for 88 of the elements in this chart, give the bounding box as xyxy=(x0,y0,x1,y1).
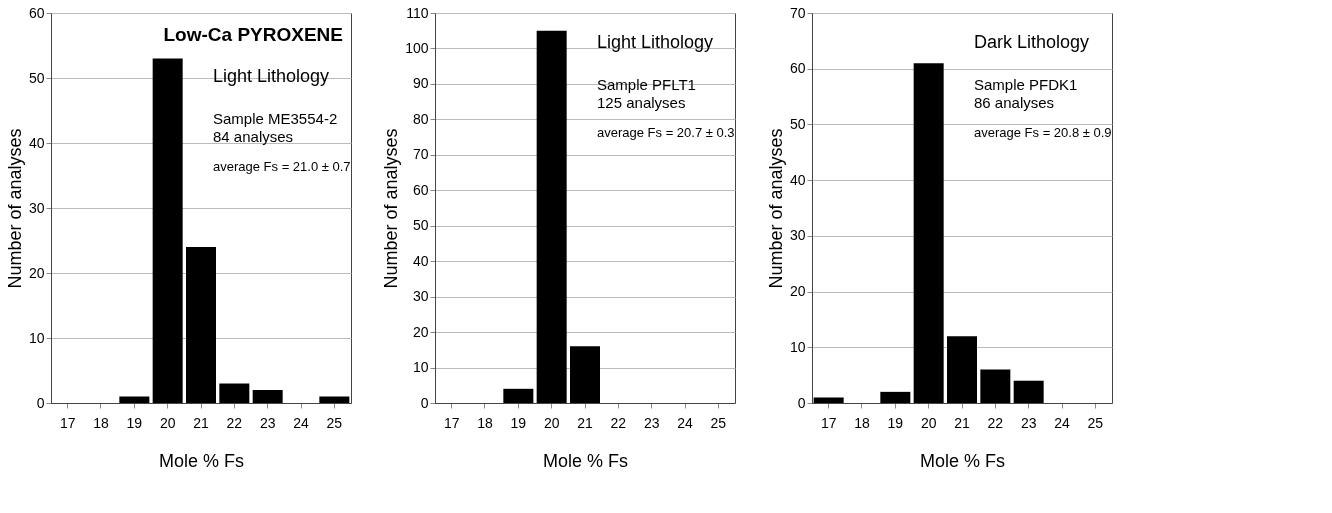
annotation: average Fs = 21.0 ± 0.7 xyxy=(213,159,351,174)
x-axis-title: Mole % Fs xyxy=(919,450,1006,471)
y-tick-label: 30 xyxy=(412,288,429,305)
x-axis-title: Mole % Fs xyxy=(542,450,629,471)
annotation: Light Lithology xyxy=(213,66,330,86)
x-tick-label: 18 xyxy=(854,414,870,431)
x-tick-label: 24 xyxy=(293,414,309,431)
y-tick-label: 0 xyxy=(420,394,429,411)
bar xyxy=(570,346,600,403)
annotation: average Fs = 20.7 ± 0.3 xyxy=(597,125,735,140)
bar xyxy=(536,30,567,403)
x-tick-label: 17 xyxy=(59,414,76,431)
x-tick-label: 23 xyxy=(259,414,276,431)
x-tick-label: 25 xyxy=(710,414,727,431)
y-tick-label: 80 xyxy=(412,110,429,127)
y-tick-label: 20 xyxy=(28,264,45,281)
x-tick-label: 20 xyxy=(543,414,560,431)
bar xyxy=(252,390,283,403)
y-tick-label: 50 xyxy=(28,69,45,86)
y-tick-label: 0 xyxy=(36,394,45,411)
bar xyxy=(186,247,216,403)
x-tick-label: 18 xyxy=(477,414,493,431)
y-tick-label: 60 xyxy=(789,60,806,77)
bar xyxy=(913,63,944,403)
y-tick-label: 40 xyxy=(412,252,429,269)
y-tick-label: 40 xyxy=(28,134,45,151)
x-tick-label: 22 xyxy=(987,414,1004,431)
y-tick-label: 10 xyxy=(412,359,429,376)
annotation: 84 analyses xyxy=(213,128,294,145)
bar xyxy=(319,396,350,403)
x-tick-label: 24 xyxy=(677,414,693,431)
y-axis-title: Number of analyses xyxy=(381,128,402,289)
y-axis-title: Number of analyses xyxy=(4,128,25,289)
bar xyxy=(119,396,150,403)
annotation: 125 analyses xyxy=(597,94,686,111)
x-tick-label: 23 xyxy=(1020,414,1037,431)
x-tick-label: 22 xyxy=(226,414,243,431)
y-tick-label: 70 xyxy=(789,4,806,21)
annotation: Dark Lithology xyxy=(974,32,1090,52)
y-tick-label: 30 xyxy=(789,227,806,244)
x-tick-label: 20 xyxy=(920,414,937,431)
bar xyxy=(980,369,1011,403)
annotation: 86 analyses xyxy=(974,94,1055,111)
y-tick-label: 60 xyxy=(412,181,429,198)
text: Low-Ca PYROXENE xyxy=(163,24,343,45)
y-tick-label: 10 xyxy=(28,329,45,346)
x-tick-label: 21 xyxy=(193,414,209,431)
y-tick-label: 20 xyxy=(412,323,429,340)
y-tick-label: 70 xyxy=(412,146,429,163)
x-tick-label: 19 xyxy=(887,414,904,431)
y-tick-label: 90 xyxy=(412,75,429,92)
x-tick-label: 20 xyxy=(159,414,176,431)
y-tick-label: 50 xyxy=(412,217,429,234)
bar xyxy=(1013,380,1044,403)
y-tick-label: 40 xyxy=(789,171,806,188)
bar xyxy=(503,388,534,403)
annotation: Light Lithology xyxy=(597,32,714,52)
bar xyxy=(880,391,911,403)
x-tick-label: 17 xyxy=(820,414,837,431)
y-axis-title: Number of analyses xyxy=(765,128,786,289)
bar xyxy=(947,336,977,403)
bar xyxy=(813,397,844,403)
x-tick-label: 21 xyxy=(954,414,970,431)
x-tick-label: 25 xyxy=(326,414,343,431)
y-tick-label: 60 xyxy=(28,4,45,21)
x-tick-label: 21 xyxy=(577,414,593,431)
x-tick-label: 23 xyxy=(643,414,660,431)
x-tick-label: 24 xyxy=(1054,414,1070,431)
y-tick-label: 110 xyxy=(406,4,429,21)
annotation: Sample ME3554-2 xyxy=(213,110,338,127)
x-tick-label: 17 xyxy=(443,414,460,431)
y-tick-label: 0 xyxy=(797,394,806,411)
x-tick-label: 22 xyxy=(610,414,627,431)
x-tick-label: 19 xyxy=(126,414,143,431)
y-tick-label: 20 xyxy=(789,283,806,300)
x-tick-label: 25 xyxy=(1087,414,1104,431)
x-tick-label: 18 xyxy=(93,414,109,431)
annotation: average Fs = 20.8 ± 0.9 xyxy=(974,125,1112,140)
bar xyxy=(219,383,250,403)
x-tick-label: 19 xyxy=(510,414,527,431)
y-tick-label: 100 xyxy=(405,39,429,56)
y-tick-label: 10 xyxy=(789,338,806,355)
y-tick-label: 30 xyxy=(28,199,45,216)
annotation: Sample PFDK1 xyxy=(974,76,1078,93)
x-axis-title: Mole % Fs xyxy=(158,450,245,471)
bar xyxy=(152,58,183,403)
y-tick-label: 50 xyxy=(789,115,806,132)
annotation: Sample PFLT1 xyxy=(597,76,696,93)
